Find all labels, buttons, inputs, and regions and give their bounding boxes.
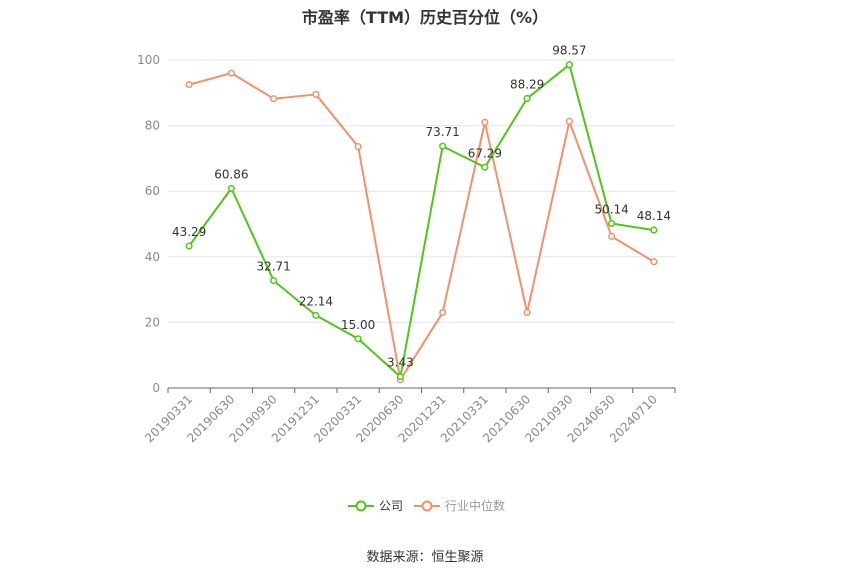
data-point [227, 69, 235, 77]
legend[interactable]: 公司 行业中位数 [348, 498, 505, 513]
series-line-company [188, 63, 655, 378]
data-point [523, 94, 531, 102]
data-point [523, 309, 531, 317]
y-tick-label: 20 [145, 315, 160, 329]
data-point [185, 81, 193, 89]
data-point [439, 142, 447, 150]
data-point [270, 277, 278, 285]
series-line-industry [188, 72, 655, 381]
data-label: 43.29 [172, 225, 206, 239]
data-point [565, 61, 573, 69]
data-label: 60.86 [214, 167, 248, 181]
data-point [650, 258, 658, 266]
data-point [608, 219, 616, 228]
data-label: 32.71 [256, 260, 290, 274]
data-point [312, 311, 320, 319]
data-point [185, 242, 193, 250]
data-point [439, 309, 447, 317]
legend-marker [355, 500, 367, 512]
data-label: 73.71 [425, 125, 459, 139]
data-label: 50.14 [594, 203, 628, 217]
series-layer [185, 61, 658, 384]
data-point [481, 118, 489, 126]
grid-layer [168, 59, 675, 323]
data-point [396, 373, 404, 381]
data-label: 88.29 [510, 77, 544, 91]
data-label: 15.00 [341, 318, 375, 332]
legend-label: 公司 [379, 499, 403, 513]
data-label: 48.14 [637, 209, 671, 223]
data-point [227, 184, 235, 192]
data-point [270, 95, 278, 103]
legend-label: 行业中位数 [445, 498, 505, 513]
data-point [481, 163, 489, 171]
y-tick-label: 40 [145, 250, 160, 264]
y-tick-label: 0 [152, 381, 160, 395]
data-label: 3.43 [387, 356, 414, 370]
legend-item-company[interactable]: 公司 [348, 499, 403, 513]
y-tick-label: 80 [145, 119, 160, 133]
data-point [608, 232, 616, 241]
data-point [312, 90, 320, 98]
chart-title: 市盈率（TTM）历史百分位（%） [301, 8, 549, 27]
data-source: 数据来源：恒生聚源 [366, 550, 484, 565]
data-point [650, 226, 658, 234]
legend-marker [421, 500, 433, 512]
data-label-layer: 43.29 60.86 32.71 22.14 15.00 3.43 73.71 67.29 8… [172, 44, 671, 370]
data-label: 98.57 [552, 44, 586, 58]
data-point [354, 143, 362, 151]
data-label: 67.29 [468, 146, 502, 160]
axis-layer: 0204060801002019033120190630201909302019… [137, 53, 676, 445]
data-label: 22.14 [299, 294, 333, 308]
y-tick-label: 100 [137, 53, 160, 67]
legend-item-industry[interactable]: 行业中位数 [414, 498, 505, 513]
data-point [354, 335, 362, 343]
y-tick-label: 60 [145, 184, 160, 198]
line-chart: 0204060801002019033120190630201909302019… [137, 44, 676, 513]
data-point [565, 117, 573, 125]
